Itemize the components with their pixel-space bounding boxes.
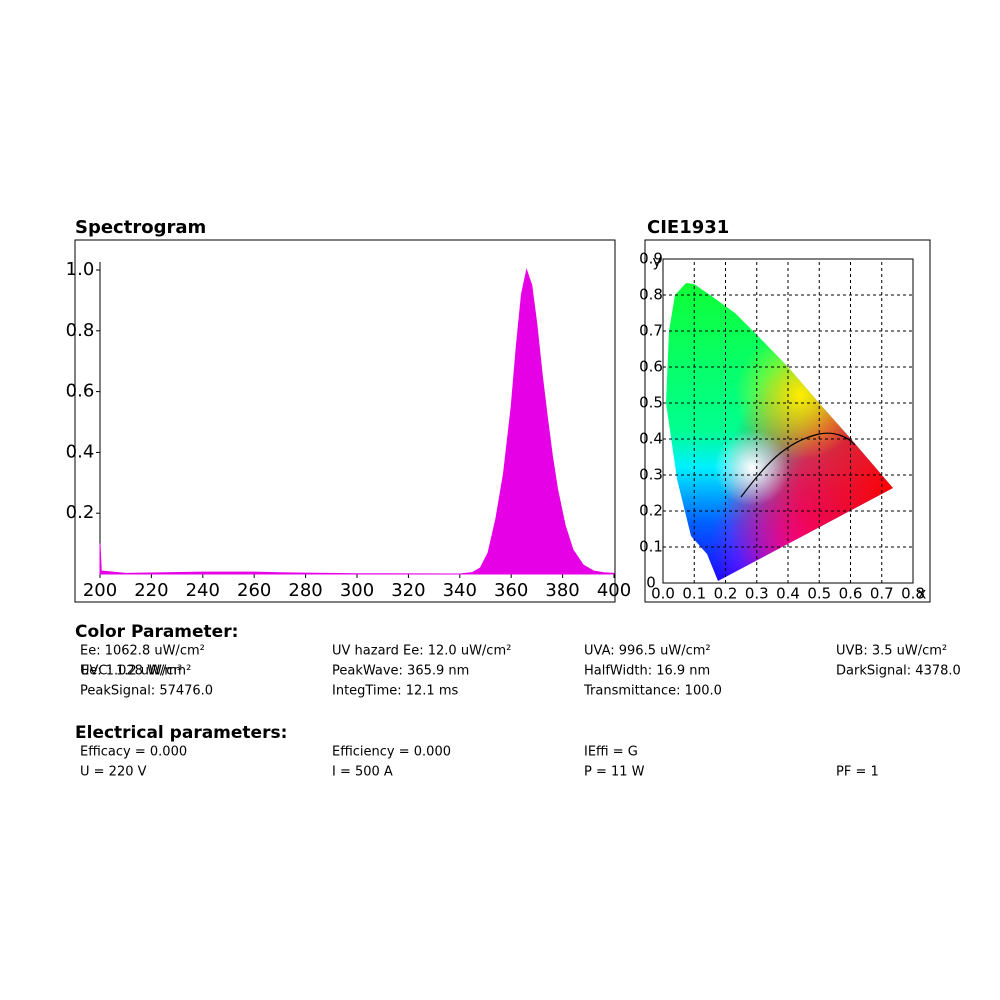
x-tick-label: 380 xyxy=(545,580,579,601)
y-tick-label: 0.7 xyxy=(639,322,663,340)
parameter: PF = 1 xyxy=(836,765,879,780)
x-axis-label: x xyxy=(918,585,927,603)
parameter: Efficiency = 0.000 xyxy=(332,745,451,760)
y-tick-label: 0.2 xyxy=(66,502,95,523)
x-tick-label: 0.8 xyxy=(901,585,925,603)
y-axis-label: y xyxy=(653,253,662,271)
parameter: UV hazard Ee: 12.0 uW/cm² xyxy=(332,644,511,659)
y-tick-label: 0 xyxy=(646,574,656,592)
x-tick-label: 0.2 xyxy=(714,585,738,603)
y-tick-label: 0.8 xyxy=(639,286,663,304)
chart-title: CIE1931 xyxy=(647,217,729,238)
y-tick-label: 0.6 xyxy=(66,381,95,402)
x-tick-label: 0.5 xyxy=(807,585,831,603)
parameter: DarkSignal: 4378.0 xyxy=(836,664,961,679)
spectrum-area xyxy=(99,268,615,575)
y-tick-label: 0.9 xyxy=(639,250,663,268)
parameter: Ee: 1062.8 uW/cm² xyxy=(80,644,205,659)
y-tick-label: 0.8 xyxy=(66,320,95,341)
x-tick-label: 0.6 xyxy=(839,585,863,603)
x-tick-label: 400 xyxy=(597,580,631,601)
spectrogram-frame xyxy=(74,239,616,603)
parameter: IEffi = G xyxy=(584,745,638,760)
x-tick-label: 320 xyxy=(391,580,425,601)
x-tick-label: 360 xyxy=(494,580,528,601)
parameter: PeakWave: 365.9 nm xyxy=(332,664,469,679)
x-tick-label: 0.1 xyxy=(682,585,706,603)
y-tick-label: 1.0 xyxy=(66,259,95,280)
x-tick-label: 0.3 xyxy=(745,585,769,603)
parameter: HalfWidth: 16.9 nm xyxy=(584,664,710,679)
x-tick-label: 280 xyxy=(288,580,322,601)
x-tick-label: 200 xyxy=(83,580,117,601)
x-tick-label: 0.0 xyxy=(651,585,675,603)
spectral-locus xyxy=(666,283,893,581)
y-tick-label: 0.1 xyxy=(639,538,663,556)
x-tick-label: 220 xyxy=(134,580,168,601)
y-tick-label: 0.5 xyxy=(639,394,663,412)
parameter: PeakSignal: 57476.0 xyxy=(80,684,213,699)
parameter: Efficacy = 0.000 xyxy=(80,745,187,760)
parameter: UVA: 996.5 uW/cm² xyxy=(584,644,711,659)
y-tick-label: 0.3 xyxy=(639,466,663,484)
x-tick-label: 0.7 xyxy=(870,585,894,603)
y-tick-label: 0.2 xyxy=(639,502,663,520)
cie-frame xyxy=(644,239,931,603)
y-tick-label: 0.4 xyxy=(639,430,663,448)
planckian-locus xyxy=(740,432,856,498)
x-tick-label: 260 xyxy=(237,580,271,601)
y-tick-label: 0.6 xyxy=(639,358,663,376)
parameter: IntegTime: 12.1 ms xyxy=(332,684,458,699)
x-tick-label: 240 xyxy=(186,580,220,601)
parameter: P = 11 W xyxy=(584,765,645,780)
parameter: Ee: 1.028 W/m³ xyxy=(81,664,182,679)
parameter: Transmittance: 100.0 xyxy=(583,684,722,699)
parameter: UVB: 3.5 uW/cm² xyxy=(836,644,947,659)
y-tick-label: 0.4 xyxy=(66,441,95,462)
parameter: UVC: 1.2 uW/cm² xyxy=(80,664,191,679)
chart-title: Spectrogram xyxy=(75,217,206,238)
parameter: U = 220 V xyxy=(80,765,147,780)
parameter: I = 500 A xyxy=(332,765,393,780)
section-title: Color Parameter: xyxy=(75,622,238,642)
x-tick-label: 340 xyxy=(443,580,477,601)
x-tick-label: 0.4 xyxy=(776,585,800,603)
section-title: Electrical parameters: xyxy=(75,723,287,743)
x-tick-label: 300 xyxy=(340,580,374,601)
